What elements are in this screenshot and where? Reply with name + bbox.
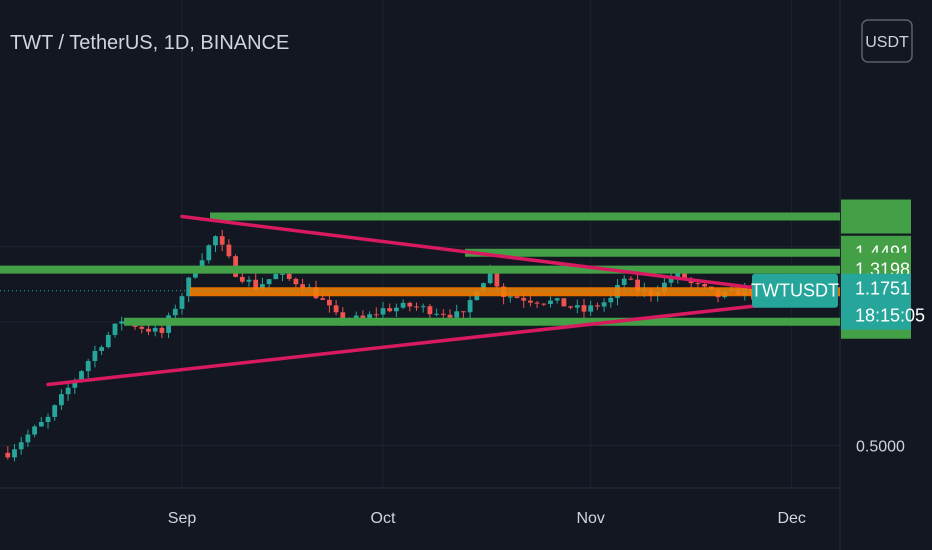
countdown-label: 18:15:05 [855, 306, 925, 326]
current-price-label: 1.1751 [855, 279, 910, 299]
candle [327, 293, 332, 313]
candle [38, 416, 44, 427]
x-tick-label: Dec [777, 510, 805, 527]
x-tick-label: Oct [371, 510, 396, 527]
candle [467, 294, 473, 319]
candle [59, 389, 64, 410]
candle [112, 323, 118, 338]
descending-resistance-line [180, 214, 787, 294]
candle [601, 298, 607, 312]
candle [219, 229, 225, 252]
candle [206, 244, 212, 264]
candle [420, 303, 426, 313]
candle [213, 235, 218, 253]
x-tick-label: Sep [168, 510, 197, 527]
symbol-tag: TWTUSDT [751, 273, 839, 308]
horizontal-levels[interactable] [0, 212, 840, 326]
candle [246, 276, 252, 287]
chart-title: TWT / TetherUS, 1D, BINANCE [10, 32, 289, 54]
price-tags: 1.44911.31981.16800.9901TWTUSDT1.175118:… [751, 199, 925, 339]
currency-button-label: USDT [865, 34, 909, 51]
candle [554, 297, 560, 304]
candle [32, 424, 37, 438]
candle [581, 299, 587, 319]
candle [668, 272, 674, 287]
candle [534, 301, 540, 309]
candle [92, 345, 98, 368]
candle [574, 299, 580, 314]
candle [25, 429, 31, 447]
x-tick-label: Nov [576, 510, 604, 527]
price-tag-top [841, 199, 911, 234]
candle [226, 239, 232, 259]
trendlines[interactable] [46, 214, 787, 387]
candle [99, 345, 104, 356]
candle [400, 299, 406, 310]
candle [65, 381, 71, 401]
candle [85, 358, 91, 379]
candle [434, 308, 439, 317]
candle [18, 436, 24, 455]
candle [239, 272, 245, 284]
candle [186, 276, 192, 303]
candle [628, 276, 634, 281]
candle [5, 446, 11, 460]
candle [427, 304, 433, 319]
candle [172, 304, 178, 318]
candle [280, 272, 285, 282]
candle [407, 301, 413, 312]
candle [293, 277, 299, 289]
candle [179, 293, 185, 315]
candle [52, 404, 58, 421]
candle [394, 303, 399, 317]
candle [12, 444, 17, 462]
candle [387, 303, 393, 313]
candle [333, 299, 339, 316]
ascending-support-line [46, 300, 787, 387]
symbol-tag-label: TWTUSDT [751, 281, 839, 301]
candle [561, 298, 567, 307]
time-axis-ticks: Sep Oct Nov Dec [168, 510, 806, 527]
candle [595, 302, 600, 311]
candle [548, 296, 553, 308]
candle [105, 331, 111, 349]
candle [414, 302, 419, 311]
candle [440, 309, 446, 318]
y-tick-label: 0.5000 [856, 438, 905, 455]
candle [588, 300, 594, 316]
current-price-tag: 1.1751 18:15:05 [841, 273, 925, 330]
candle [159, 324, 165, 338]
candle [119, 316, 125, 331]
currency-button[interactable]: USDT [861, 19, 913, 63]
candle [568, 305, 573, 310]
candle [45, 413, 51, 429]
candle [461, 311, 466, 318]
candle [541, 303, 547, 307]
